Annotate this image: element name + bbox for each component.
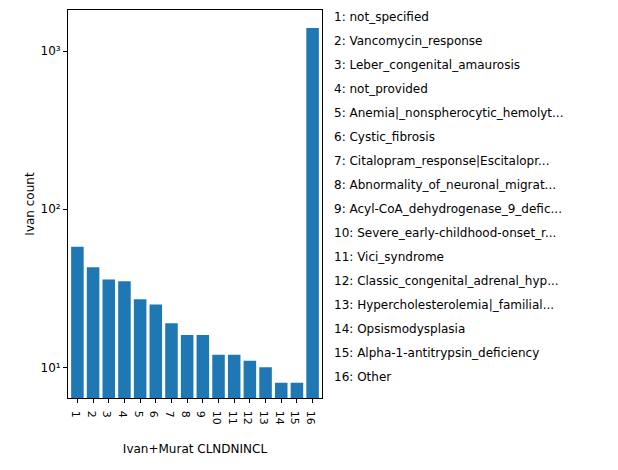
svg-text:10: 10 (210, 411, 223, 425)
svg-text:8: 8 (179, 411, 192, 418)
svg-text:11: Vici_syndrome: 11: Vici_syndrome (334, 250, 444, 264)
svg-text:7: Citalopram_response|Escital: 7: Citalopram_response|Escitalopr... (334, 154, 549, 168)
svg-text:15: Alpha-1-antitrypsin_defici: 15: Alpha-1-antitrypsin_deficiency (334, 346, 539, 360)
svg-text:4: 4 (116, 411, 129, 418)
svg-text:14: 14 (273, 411, 286, 425)
svg-text:13: Hypercholesterolemia|_fami: 13: Hypercholesterolemia|_familial... (334, 298, 554, 312)
svg-text:1: not_specified: 1: not_specified (334, 10, 429, 24)
svg-text:6: Cystic_fibrosis: 6: Cystic_fibrosis (334, 130, 435, 144)
svg-text:11: 11 (226, 411, 239, 425)
svg-text:2: 2 (85, 411, 98, 418)
svg-text:3: 3 (100, 411, 113, 418)
svg-text:1: 1 (69, 411, 82, 418)
svg-text:12: 12 (241, 411, 254, 425)
svg-text:4: not_provided: 4: not_provided (334, 82, 428, 96)
svg-text:15: 15 (288, 411, 301, 425)
svg-text:10¹: 10¹ (41, 361, 61, 375)
svg-text:5: Anemia|_nonspherocytic_hemo: 5: Anemia|_nonspherocytic_hemolyt... (334, 106, 563, 120)
svg-text:8: Abnormality_of_neuronal_mig: 8: Abnormality_of_neuronal_migrat... (334, 178, 556, 192)
svg-text:9: 9 (194, 411, 207, 418)
svg-text:3: Leber_congenital_amaurosis: 3: Leber_congenital_amaurosis (334, 58, 520, 72)
svg-text:14: Opsismodysplasia: 14: Opsismodysplasia (334, 322, 465, 336)
svg-text:Ivan+Murat CLNDNINCL: Ivan+Murat CLNDNINCL (123, 442, 268, 456)
svg-text:2: Vancomycin_response: 2: Vancomycin_response (334, 34, 483, 48)
svg-text:10: Severe_early-childhood-ons: 10: Severe_early-childhood-onset_r... (334, 226, 556, 240)
svg-text:10²: 10² (41, 202, 61, 216)
svg-text:12: Classic_congenital_adrenal: 12: Classic_congenital_adrenal_hyp... (334, 274, 559, 288)
svg-text:6: 6 (147, 411, 160, 418)
svg-text:10³: 10³ (41, 44, 61, 58)
svg-text:16: Other: 16: Other (334, 370, 391, 384)
svg-text:7: 7 (163, 411, 176, 418)
svg-text:9: Acyl-CoA_dehydrogenase_9_de: 9: Acyl-CoA_dehydrogenase_9_defic... (334, 202, 562, 216)
svg-text:13: 13 (257, 411, 270, 425)
svg-text:Ivan count: Ivan count (23, 172, 37, 236)
svg-text:16: 16 (304, 411, 317, 425)
svg-text:5: 5 (132, 411, 145, 418)
